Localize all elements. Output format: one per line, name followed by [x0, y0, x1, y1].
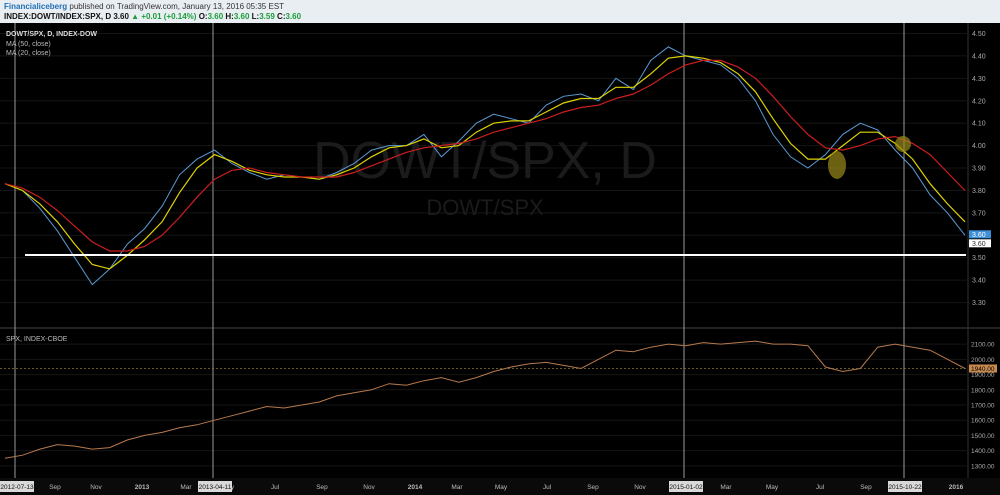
- series-line-2: [4, 59, 966, 252]
- time-tick-label: Jul: [543, 484, 552, 491]
- price-axis[interactable]: 4.50 4.40 4.30 4.20 4.10 4.00 3.90 3.80 3.70 3.60…: [969, 31, 995, 470]
- chart-header: Financialiceberg published on TradingVie…: [0, 0, 1000, 24]
- time-tick-label: May: [495, 484, 508, 491]
- date-marker-label: 2012-07-13: [0, 484, 34, 491]
- date-marker-tag: [198, 481, 232, 492]
- legend-ma20: MA (20, close): [6, 50, 51, 57]
- time-tick-label: Nov: [634, 484, 646, 491]
- date-marker-tag: [0, 481, 34, 492]
- time-tick-label: Mar: [720, 484, 732, 491]
- time-tick-label: 2014: [408, 484, 423, 491]
- legend-ma50: MA (50, close): [6, 41, 51, 48]
- price-tick-label: 4.20: [972, 98, 986, 105]
- spx-last-price-tag: [969, 364, 997, 373]
- price-tick-label: 4.10: [972, 121, 986, 128]
- time-tick-label: Mar: [451, 484, 463, 491]
- price-tick-label: 4.50: [972, 31, 986, 38]
- grid: [0, 23, 1000, 495]
- legend-title: DOWT/SPX, D, INDEX-DOW: [6, 31, 97, 38]
- spx-series-line: [4, 340, 966, 459]
- last-price-label: 3.60: [972, 232, 986, 239]
- date-marker-label: 2013-04-11: [199, 484, 232, 491]
- close-value: 3.60: [285, 12, 302, 21]
- spx-tick-label: 1700.00: [971, 403, 995, 410]
- vertical-markers: [14, 23, 905, 478]
- support-price-label: 3.60: [972, 241, 986, 248]
- crossover-marker: [895, 136, 911, 152]
- price-tick-label: 4.40: [972, 53, 986, 60]
- time-axis-background: [0, 478, 1000, 495]
- time-tick-label: Mar: [180, 484, 192, 491]
- price-tick-label: 4.00: [972, 143, 986, 150]
- last-price: 3.60: [113, 12, 129, 21]
- price-tick-label: 4.30: [972, 76, 986, 83]
- date-marker-tag: [888, 481, 922, 492]
- watermark-sub: DOWT/SPX: [426, 195, 544, 220]
- publish-line: Financialiceberg published on TradingVie…: [4, 2, 284, 11]
- price-change: ▲ +0.01 (+0.14%): [131, 12, 197, 21]
- chart-background: [0, 23, 1000, 495]
- price-tick-label: 3.40: [972, 278, 986, 285]
- time-tick-label: Sep: [587, 484, 599, 491]
- time-tick-label: 2013: [135, 484, 150, 491]
- spx-tick-label: 1800.00: [971, 387, 995, 394]
- spx-tick-label: 1900.00: [971, 372, 995, 379]
- lower-legend: SPX, INDEX-CBOE: [6, 336, 68, 343]
- author-link[interactable]: Financialiceberg: [4, 2, 68, 11]
- open-value: 3.60: [207, 12, 224, 21]
- price-tick-label: 3.70: [972, 210, 986, 217]
- price-tick-label: 3.90: [972, 166, 986, 173]
- watermark: DOWT/SPX, D DOWT/SPX: [313, 132, 657, 220]
- time-tick-label: May: [766, 484, 779, 491]
- publish-info: published on TradingView.com, January 13…: [69, 2, 285, 11]
- lower-pane: 1940.00: [0, 340, 997, 459]
- price-tick-label: 3.30: [972, 300, 986, 307]
- high-label: H:: [225, 12, 234, 21]
- time-tick-label: Sep: [860, 484, 872, 491]
- series-line-0: [4, 46, 966, 286]
- high-value: 3.60: [233, 12, 250, 21]
- time-tick-label: Jul: [816, 484, 825, 491]
- date-marker-label: 2015-01-02: [669, 484, 703, 491]
- time-tick-label: Nov: [90, 484, 102, 491]
- time-tick-label: Nov: [363, 484, 375, 491]
- time-tick-label: Sep: [49, 484, 61, 491]
- upper-legend: DOWT/SPX, D, INDEX-DOW MA (50, close) MA…: [6, 31, 97, 57]
- close-label: C:: [277, 12, 286, 21]
- series-line-1: [4, 55, 966, 270]
- spx-tick-label: 1500.00: [971, 433, 995, 440]
- spx-last-price-label: 1940.00: [971, 366, 995, 373]
- price-tick-label: 3.80: [972, 188, 986, 195]
- spx-tick-label: 1400.00: [971, 448, 995, 455]
- spx-tick-label: 2100.00: [971, 342, 995, 349]
- open-label: O:: [198, 12, 208, 21]
- time-tick-label: 2016: [949, 484, 964, 491]
- time-tick-label: Jul: [271, 484, 280, 491]
- spx-tick-label: 1300.00: [971, 463, 995, 470]
- crossover-marker: [828, 151, 846, 179]
- time-axis[interactable]: Sep Nov 2013 Mar May Jul Sep Nov 2014 Mar May Jul Se…: [0, 481, 964, 492]
- price-tick-label: 3.50: [972, 255, 986, 262]
- spx-tick-label: 2000.00: [971, 357, 995, 364]
- chart-area[interactable]: DOWT/SPX, D DOWT/SPX 1940.00 DOWT/SPX, D…: [0, 23, 1000, 495]
- last-price-tag: [969, 230, 991, 239]
- date-marker-label: 2015-10-22: [888, 484, 922, 491]
- time-tick-label: Sep: [316, 484, 328, 491]
- support-price-tag: [969, 239, 991, 248]
- symbol-line: INDEX:DOWT/INDEX:SPX, D 3.60 ▲ +0.01 (+0…: [4, 12, 301, 21]
- low-label: L:: [251, 12, 260, 21]
- low-value: 3.59: [259, 12, 275, 21]
- date-marker-tag: [669, 481, 703, 492]
- watermark-main: DOWT/SPX, D: [313, 132, 657, 190]
- annotations: [25, 136, 966, 256]
- symbol-label: INDEX:DOWT/INDEX:SPX, D: [4, 12, 112, 21]
- spx-tick-label: 1600.00: [971, 418, 995, 425]
- upper-pane: [4, 46, 966, 286]
